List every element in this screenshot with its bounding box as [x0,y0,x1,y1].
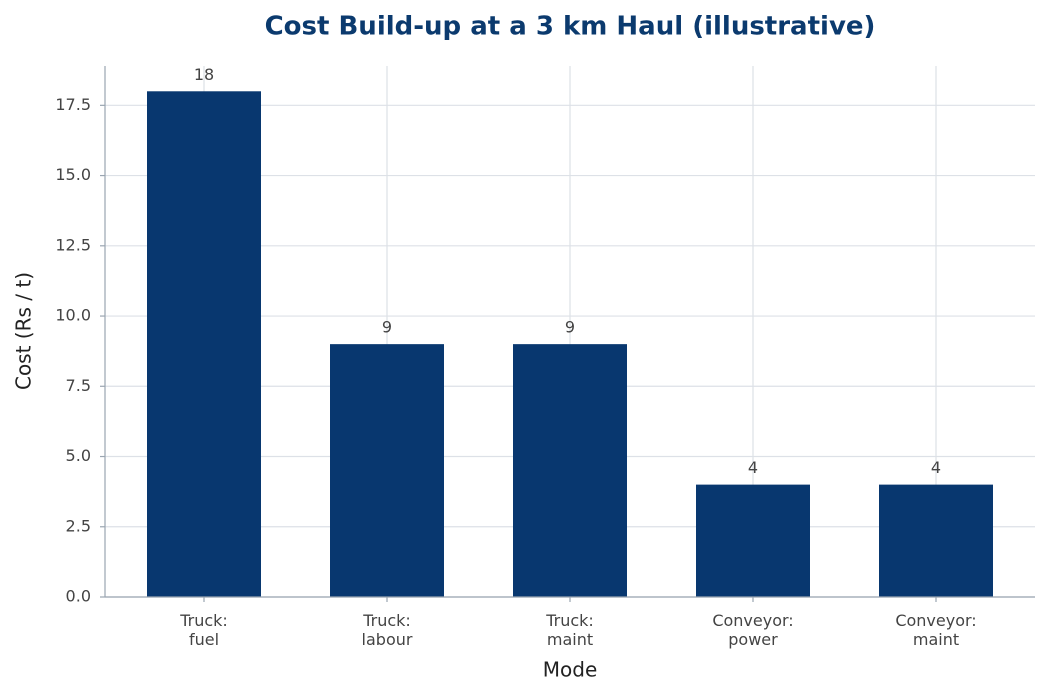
value-label: 4 [748,458,758,477]
y-axis-label: Cost (Rs / t) [12,272,36,390]
y-tick-label: 5.0 [66,446,91,465]
bar [513,344,627,597]
y-tick-label: 12.5 [55,235,91,254]
bar [330,344,444,597]
value-label: 9 [565,318,575,337]
x-tick-label: Conveyor: maint [895,611,976,649]
value-label: 4 [931,458,941,477]
y-tick-label: 10.0 [55,306,91,325]
y-tick-label: 0.0 [66,587,91,606]
bar [696,484,810,597]
x-axis-label: Mode [543,658,598,682]
y-tick-label: 17.5 [55,95,91,114]
x-tick-label: Conveyor: power [712,611,793,649]
bar [879,484,993,597]
value-label: 9 [382,318,392,337]
y-tick-label: 7.5 [66,376,91,395]
chart-title: Cost Build-up at a 3 km Haul (illustrati… [265,12,876,42]
bar [147,91,261,598]
x-tick-label: Truck: maint [545,611,594,649]
x-tick-label: Truck: fuel [179,611,228,649]
y-tick-label: 2.5 [66,516,91,535]
value-label: 18 [194,65,214,84]
x-tick-label: Truck: labour [362,611,413,649]
y-tick-label: 15.0 [55,165,91,184]
